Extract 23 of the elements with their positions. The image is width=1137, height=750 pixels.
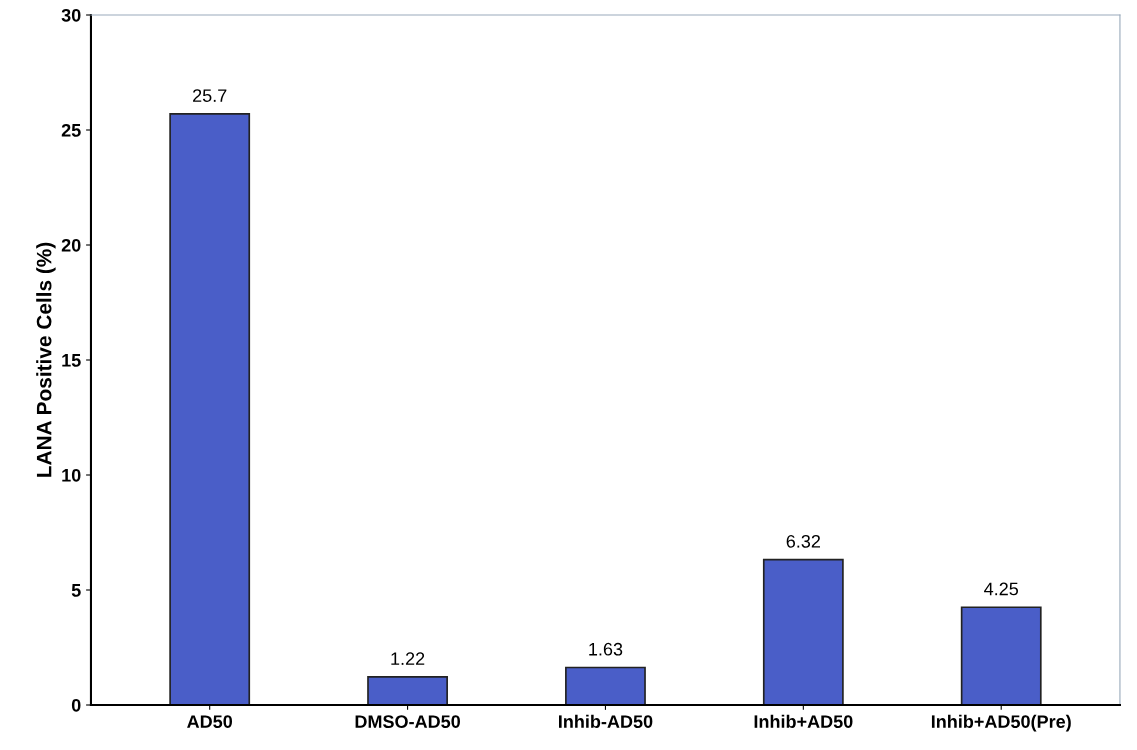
x-tick-label: Inhib+AD50(Pre) bbox=[931, 714, 1071, 732]
x-tick-label: Inhib+AD50 bbox=[754, 714, 853, 728]
bar bbox=[565, 666, 646, 705]
x-tick-label: DMSO-AD50 bbox=[355, 715, 460, 728]
y-tick-label: 20 bbox=[61, 238, 81, 252]
bar bbox=[960, 606, 1042, 705]
y-tick-label: 0 bbox=[71, 698, 81, 712]
y-axis-title: LANA Positive Cells (%) bbox=[36, 242, 56, 477]
bar bbox=[762, 558, 844, 705]
data-label: 1.63 bbox=[589, 642, 623, 656]
bar bbox=[169, 113, 251, 705]
bar bbox=[367, 676, 448, 705]
x-tick-label: Inhib-AD50 bbox=[559, 714, 653, 728]
y-tick-label: 10 bbox=[62, 468, 81, 482]
y-tick-label: 5 bbox=[71, 584, 81, 597]
data-label: 25.7 bbox=[193, 89, 227, 102]
y-tick-label: 15 bbox=[62, 354, 81, 367]
x-tick-label: AD50 bbox=[187, 715, 233, 728]
data-label: 6.32 bbox=[786, 534, 820, 548]
data-label: 4.25 bbox=[984, 582, 1019, 596]
y-tick-label: 30 bbox=[61, 8, 81, 22]
data-label: 1.22 bbox=[391, 652, 425, 665]
y-tick-label: 25 bbox=[61, 123, 81, 137]
